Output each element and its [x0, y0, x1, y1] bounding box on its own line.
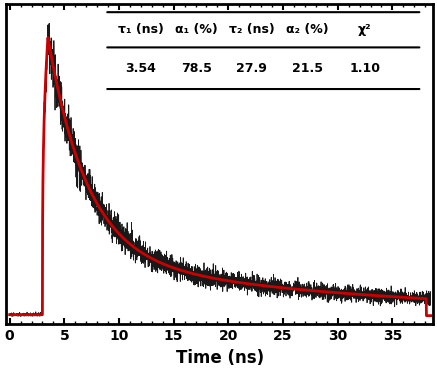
- Text: 78.5: 78.5: [181, 62, 212, 75]
- Text: χ²: χ²: [358, 23, 371, 36]
- Text: 21.5: 21.5: [291, 62, 323, 75]
- Text: 27.9: 27.9: [236, 62, 267, 75]
- Text: 3.54: 3.54: [125, 62, 156, 75]
- Text: 1.10: 1.10: [349, 62, 380, 75]
- Text: α₂ (%): α₂ (%): [286, 23, 328, 36]
- Text: τ₁ (ns): τ₁ (ns): [118, 23, 163, 36]
- Text: α₁ (%): α₁ (%): [175, 23, 218, 36]
- X-axis label: Time (ns): Time (ns): [176, 349, 264, 367]
- Text: τ₂ (ns): τ₂ (ns): [229, 23, 274, 36]
